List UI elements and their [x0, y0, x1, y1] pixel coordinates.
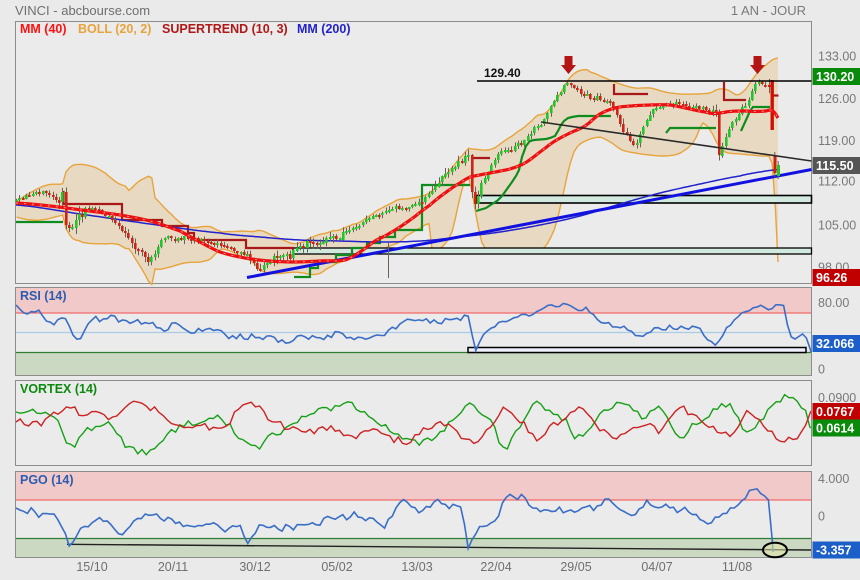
- svg-text:-3.357: -3.357: [816, 544, 851, 558]
- svg-text:4.000: 4.000: [818, 472, 849, 486]
- svg-text:115.50: 115.50: [816, 159, 854, 173]
- svg-text:04/07: 04/07: [641, 560, 672, 574]
- svg-text:105.00: 105.00: [818, 219, 856, 233]
- svg-text:112.00: 112.00: [818, 175, 855, 189]
- svg-text:30/12: 30/12: [239, 560, 270, 574]
- svg-text:MM (40): MM (40): [20, 22, 67, 36]
- svg-text:SUPERTREND (10, 3): SUPERTREND (10, 3): [162, 22, 288, 36]
- svg-text:15/10: 15/10: [76, 560, 107, 574]
- svg-text:126.00: 126.00: [818, 92, 856, 106]
- svg-text:129.40: 129.40: [484, 66, 521, 80]
- svg-text:VINCI - abcbourse.com: VINCI - abcbourse.com: [15, 3, 150, 18]
- svg-text:0.0614: 0.0614: [816, 422, 854, 436]
- svg-text:05/02: 05/02: [321, 560, 352, 574]
- svg-text:VORTEX (14): VORTEX (14): [20, 382, 97, 396]
- svg-text:96.26: 96.26: [816, 271, 847, 285]
- svg-text:11/08: 11/08: [722, 560, 752, 574]
- svg-text:80.00: 80.00: [818, 296, 849, 310]
- svg-text:119.00: 119.00: [818, 134, 855, 148]
- svg-text:BOLL (20, 2): BOLL (20, 2): [78, 22, 151, 36]
- svg-text:0.0900: 0.0900: [818, 391, 856, 405]
- svg-text:0: 0: [818, 510, 825, 524]
- svg-text:130.20: 130.20: [816, 70, 854, 84]
- svg-text:29/05: 29/05: [560, 560, 591, 574]
- svg-text:1 AN - JOUR: 1 AN - JOUR: [731, 3, 806, 18]
- svg-text:0.0767: 0.0767: [816, 405, 854, 419]
- svg-text:13/03: 13/03: [401, 560, 432, 574]
- svg-text:32.066: 32.066: [816, 337, 854, 351]
- svg-text:0: 0: [818, 363, 825, 377]
- svg-text:RSI (14): RSI (14): [20, 289, 67, 303]
- svg-text:22/04: 22/04: [480, 560, 511, 574]
- svg-text:MM (200): MM (200): [297, 22, 350, 36]
- svg-text:20/11: 20/11: [158, 560, 188, 574]
- svg-text:PGO (14): PGO (14): [20, 473, 74, 487]
- svg-text:133.00: 133.00: [818, 50, 856, 64]
